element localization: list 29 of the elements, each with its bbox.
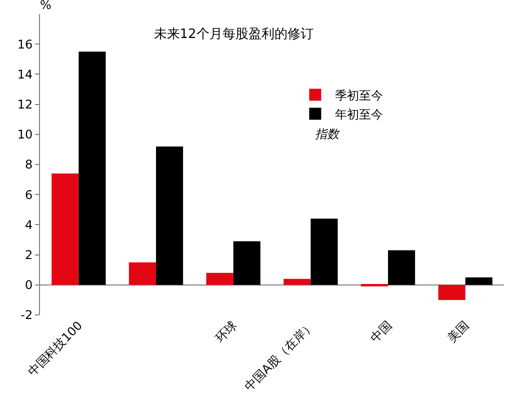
bar bbox=[310, 218, 338, 285]
y-axis-title: % bbox=[40, 0, 52, 12]
y-tick-label: 8 bbox=[24, 158, 33, 172]
bar bbox=[438, 284, 466, 300]
y-tick-label: 6 bbox=[24, 188, 33, 202]
bar bbox=[206, 272, 234, 285]
bar bbox=[78, 52, 106, 285]
bar bbox=[284, 278, 311, 285]
y-tick-label: 4 bbox=[24, 218, 33, 232]
x-tick-label: 中国A股（在岸） bbox=[242, 318, 318, 394]
text: 未来12个月每股盈利的修订 bbox=[154, 26, 314, 42]
y-tick-label: 2 bbox=[24, 248, 33, 262]
bar bbox=[233, 241, 260, 285]
y-tick-label: 10 bbox=[17, 128, 33, 142]
y-tick-label: 0 bbox=[24, 278, 33, 292]
y-tick-label: 16 bbox=[17, 37, 33, 52]
bar bbox=[465, 277, 492, 285]
legend-label: 季初至今 bbox=[335, 88, 384, 102]
y-tick-label: 14 bbox=[17, 67, 33, 82]
x-tick-label: 中国 bbox=[367, 318, 394, 346]
legend-label: 年初至今 bbox=[335, 107, 384, 122]
bar bbox=[128, 262, 156, 285]
bar bbox=[388, 250, 416, 285]
annotation: 指数 bbox=[315, 127, 341, 141]
x-tick-label: 美国 bbox=[444, 318, 472, 346]
bar bbox=[52, 174, 79, 285]
bar bbox=[156, 146, 184, 285]
x-tick-label: 环球 bbox=[212, 318, 240, 346]
y-tick-label: 12 bbox=[17, 98, 33, 112]
